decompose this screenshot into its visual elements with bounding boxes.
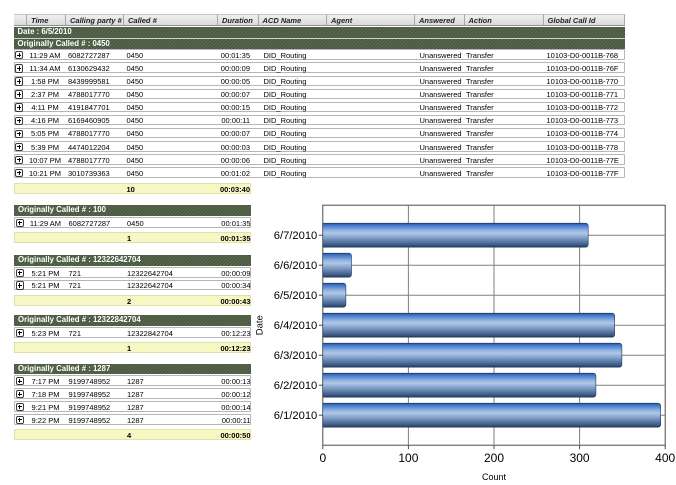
svg-text:300: 300 <box>570 451 590 465</box>
svg-text:200: 200 <box>484 451 504 465</box>
svg-text:Count: Count <box>482 472 507 482</box>
svg-text:6/2/2010: 6/2/2010 <box>274 380 318 392</box>
svg-text:6/6/2010: 6/6/2010 <box>274 260 318 272</box>
svg-text:400: 400 <box>655 451 675 465</box>
svg-text:6/5/2010: 6/5/2010 <box>274 290 318 302</box>
svg-text:6/3/2010: 6/3/2010 <box>274 350 318 362</box>
svg-text:6/7/2010: 6/7/2010 <box>274 230 318 242</box>
svg-text:6/4/2010: 6/4/2010 <box>274 320 318 332</box>
svg-text:0: 0 <box>319 451 326 465</box>
svg-text:6/1/2010: 6/1/2010 <box>274 410 318 422</box>
svg-text:100: 100 <box>398 451 418 465</box>
svg-text:Date: Date <box>255 315 266 335</box>
